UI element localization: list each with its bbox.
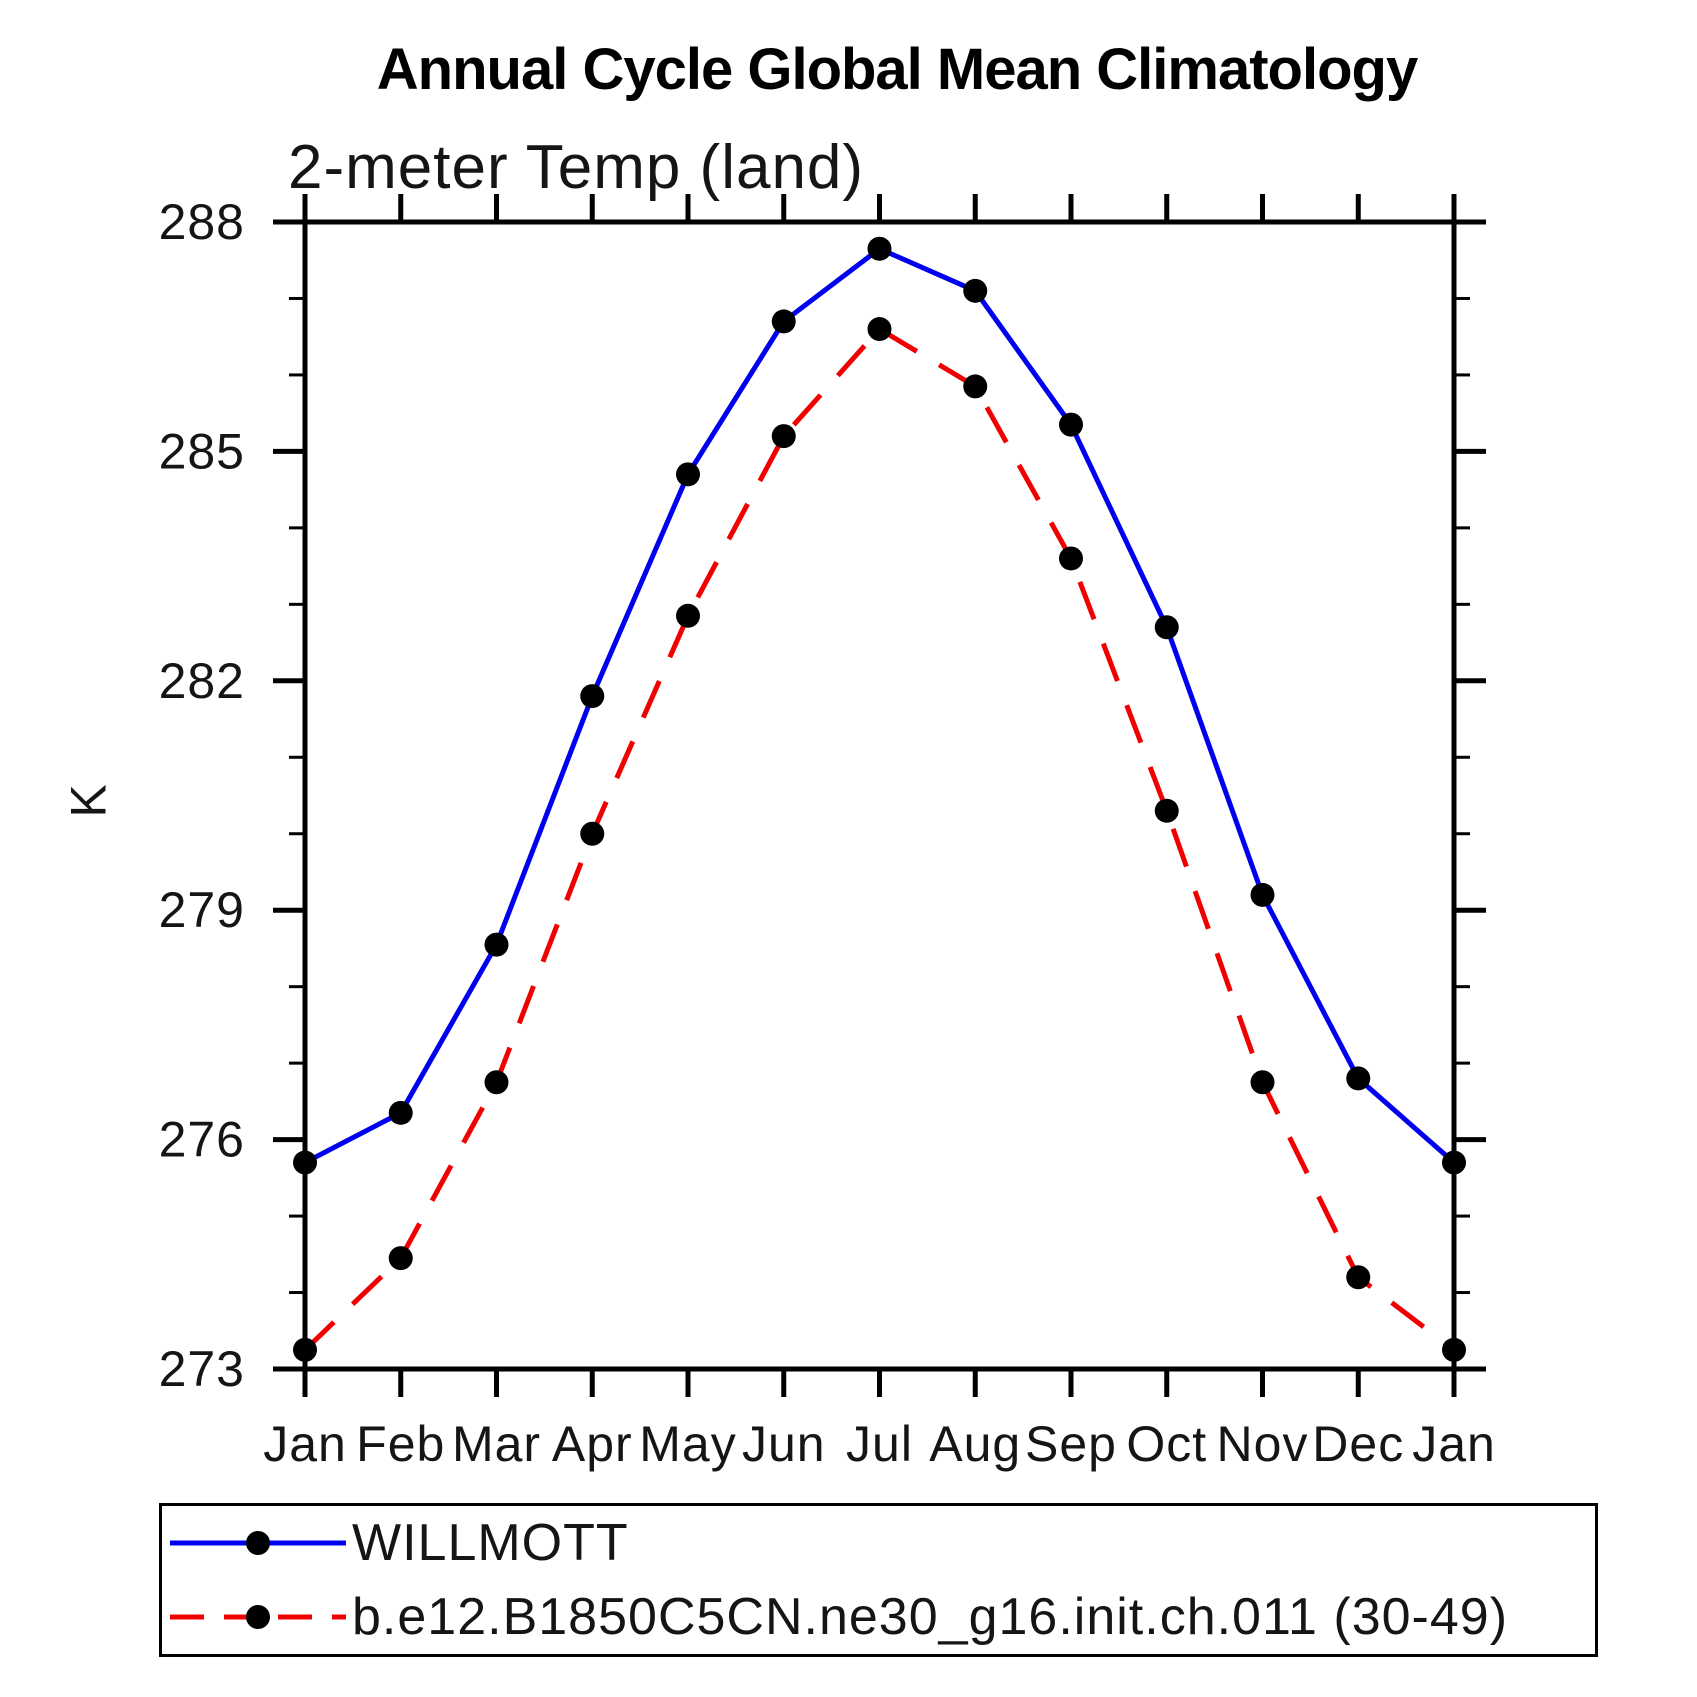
data-point-marker xyxy=(388,1100,413,1125)
x-axis-tick-label: Dec xyxy=(1312,1416,1404,1472)
x-axis-tick-label: Jul xyxy=(846,1416,913,1472)
legend-marker-dot-icon xyxy=(246,1531,270,1555)
y-axis-tick-label: 288 xyxy=(159,194,245,250)
data-point-marker xyxy=(580,684,605,709)
x-axis-tick-label: Apr xyxy=(552,1416,633,1472)
x-axis-tick-label: May xyxy=(639,1416,736,1472)
legend-row-model: b.e12.B1850C5CN.ne30_g16.init.ch.011 (30… xyxy=(168,1587,1595,1647)
chart-title: Annual Cycle Global Mean Climatology xyxy=(376,37,1418,102)
data-point-marker xyxy=(293,1337,317,1362)
legend-box: WILLMOTT b.e12.B1850C5CN.ne30_g16.init.c… xyxy=(159,1503,1598,1657)
y-axis-tick-label: 285 xyxy=(159,423,245,479)
data-point-marker xyxy=(388,1246,413,1271)
data-point-marker xyxy=(1059,546,1083,571)
data-point-marker xyxy=(293,1150,317,1175)
legend-line-sample-willmott xyxy=(170,1531,346,1555)
data-point-marker xyxy=(867,236,892,261)
legend-label-model: b.e12.B1850C5CN.ne30_g16.init.ch.011 (30… xyxy=(352,1588,1509,1646)
series-line-model xyxy=(303,325,1456,1352)
x-axis-tick-label: Aug xyxy=(929,1416,1021,1472)
data-point-marker xyxy=(1442,1337,1466,1362)
y-axis-tick-label: 279 xyxy=(159,882,245,938)
legend-marker-dot-icon xyxy=(246,1605,270,1629)
data-point-marker xyxy=(484,932,509,957)
legend-row-willmott: WILLMOTT xyxy=(168,1513,1595,1573)
data-point-marker xyxy=(771,424,796,449)
data-point-marker xyxy=(676,462,700,487)
data-point-marker xyxy=(1250,1070,1275,1095)
x-axis-tick-label: Jan xyxy=(1412,1416,1496,1472)
legend-line-sample-model xyxy=(170,1605,346,1629)
x-axis-tick-label: Feb xyxy=(356,1416,445,1472)
data-point-marker xyxy=(484,1070,509,1095)
data-point-marker xyxy=(676,603,700,628)
x-axis-tick-label: Oct xyxy=(1126,1416,1207,1472)
x-axis-tick-label: Nov xyxy=(1217,1416,1309,1472)
data-point-marker xyxy=(771,309,796,334)
data-point-marker xyxy=(1346,1265,1371,1290)
chart-subtitle: 2-meter Temp (land) xyxy=(288,133,865,202)
data-point-marker xyxy=(963,374,988,399)
x-axis-tick-label: Mar xyxy=(452,1416,541,1472)
x-axis-tick-label: Jun xyxy=(742,1416,826,1472)
data-point-marker xyxy=(1154,798,1179,823)
x-axis-tick-label: Sep xyxy=(1025,1416,1117,1472)
y-axis-tick-label: 276 xyxy=(159,1112,245,1168)
series-line-willmott xyxy=(303,245,1456,1165)
data-point-marker xyxy=(1059,412,1083,437)
data-point-marker xyxy=(1154,615,1179,640)
y-axis-tick-label: 273 xyxy=(159,1341,245,1397)
x-axis-tick-label: Jan xyxy=(263,1416,347,1472)
data-point-marker xyxy=(580,821,605,846)
data-point-marker xyxy=(1442,1150,1466,1175)
data-point-marker xyxy=(1250,882,1275,907)
data-point-marker xyxy=(867,317,892,342)
plot-frame xyxy=(302,219,1457,1372)
legend-label-willmott: WILLMOTT xyxy=(352,1514,629,1572)
y-axis-tick-label: 282 xyxy=(159,653,245,709)
data-point-marker xyxy=(963,278,988,303)
data-point-marker xyxy=(1346,1066,1371,1091)
